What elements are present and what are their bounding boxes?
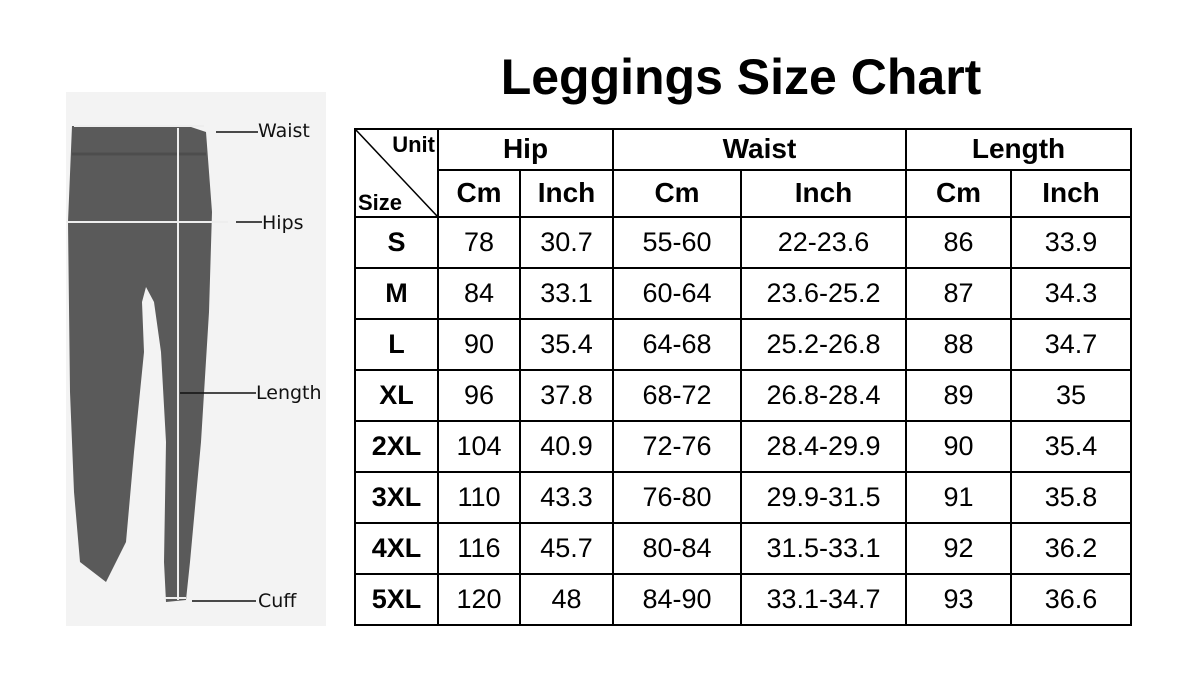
value-cell: 87 bbox=[905, 267, 1012, 320]
value-cell: 90 bbox=[437, 318, 521, 371]
unit-subheader: Cm bbox=[905, 168, 1012, 219]
value-cell: 28.4-29.9 bbox=[740, 420, 907, 473]
group-header-waist: Waist bbox=[612, 128, 907, 171]
table-row: S 78 30.7 55-60 22-23.6 86 33.9 bbox=[354, 216, 1132, 269]
waist-label: Waist bbox=[258, 120, 310, 142]
value-cell: 110 bbox=[437, 471, 521, 524]
value-cell: 68-72 bbox=[612, 369, 742, 422]
value-cell: 35.4 bbox=[519, 318, 614, 371]
group-header-length: Length bbox=[905, 128, 1132, 171]
value-cell: 45.7 bbox=[519, 522, 614, 575]
unit-subheader: Inch bbox=[519, 168, 614, 219]
value-cell: 33.1 bbox=[519, 267, 614, 320]
unit-subheader: Inch bbox=[1010, 168, 1132, 219]
value-cell: 86 bbox=[905, 216, 1012, 269]
value-cell: 89 bbox=[905, 369, 1012, 422]
corner-header-cell: Unit Size bbox=[354, 128, 439, 218]
value-cell: 93 bbox=[905, 573, 1012, 626]
value-cell: 48 bbox=[519, 573, 614, 626]
size-cell: XL bbox=[354, 369, 439, 422]
value-cell: 36.2 bbox=[1010, 522, 1132, 575]
value-cell: 96 bbox=[437, 369, 521, 422]
size-label: Size bbox=[358, 190, 403, 215]
value-cell: 80-84 bbox=[612, 522, 742, 575]
value-cell: 31.5-33.1 bbox=[740, 522, 907, 575]
value-cell: 36.6 bbox=[1010, 573, 1132, 626]
group-header-hip: Hip bbox=[437, 128, 614, 171]
leggings-illustration: Waist Hips Length Cuff bbox=[66, 92, 326, 626]
value-cell: 34.7 bbox=[1010, 318, 1132, 371]
value-cell: 33.9 bbox=[1010, 216, 1132, 269]
page-title: Leggings Size Chart bbox=[500, 49, 982, 105]
value-cell: 34.3 bbox=[1010, 267, 1132, 320]
table-row: 5XL 120 48 84-90 33.1-34.7 93 36.6 bbox=[354, 573, 1132, 626]
value-cell: 43.3 bbox=[519, 471, 614, 524]
value-cell: 90 bbox=[905, 420, 1012, 473]
value-cell: 29.9-31.5 bbox=[740, 471, 907, 524]
value-cell: 72-76 bbox=[612, 420, 742, 473]
size-cell: 5XL bbox=[354, 573, 439, 626]
value-cell: 88 bbox=[905, 318, 1012, 371]
size-cell: 3XL bbox=[354, 471, 439, 524]
value-cell: 76-80 bbox=[612, 471, 742, 524]
size-cell: M bbox=[354, 267, 439, 320]
cuff-label: Cuff bbox=[258, 590, 297, 612]
value-cell: 92 bbox=[905, 522, 1012, 575]
size-cell: S bbox=[354, 216, 439, 269]
size-table: Unit Size Hip Waist Length Cm Inch Cm Inch C… bbox=[354, 128, 1132, 626]
unit-label: Unit bbox=[392, 132, 435, 157]
value-cell: 35.4 bbox=[1010, 420, 1132, 473]
table-row: L 90 35.4 64-68 25.2-26.8 88 34.7 bbox=[354, 318, 1132, 371]
table-row: 2XL 104 40.9 72-76 28.4-29.9 90 35.4 bbox=[354, 420, 1132, 473]
length-label: Length bbox=[256, 382, 322, 404]
table-row: 4XL 116 45.7 80-84 31.5-33.1 92 36.2 bbox=[354, 522, 1132, 575]
value-cell: 116 bbox=[437, 522, 521, 575]
value-cell: 23.6-25.2 bbox=[740, 267, 907, 320]
value-cell: 25.2-26.8 bbox=[740, 318, 907, 371]
value-cell: 78 bbox=[437, 216, 521, 269]
value-cell: 64-68 bbox=[612, 318, 742, 371]
value-cell: 22-23.6 bbox=[740, 216, 907, 269]
value-cell: 91 bbox=[905, 471, 1012, 524]
value-cell: 60-64 bbox=[612, 267, 742, 320]
table-row: 3XL 110 43.3 76-80 29.9-31.5 91 35.8 bbox=[354, 471, 1132, 524]
value-cell: 30.7 bbox=[519, 216, 614, 269]
unit-subheader: Cm bbox=[437, 168, 521, 219]
value-cell: 104 bbox=[437, 420, 521, 473]
value-cell: 33.1-34.7 bbox=[740, 573, 907, 626]
size-cell: L bbox=[354, 318, 439, 371]
table-row: M 84 33.1 60-64 23.6-25.2 87 34.3 bbox=[354, 267, 1132, 320]
value-cell: 55-60 bbox=[612, 216, 742, 269]
value-cell: 37.8 bbox=[519, 369, 614, 422]
value-cell: 35.8 bbox=[1010, 471, 1132, 524]
size-cell: 4XL bbox=[354, 522, 439, 575]
size-cell: 2XL bbox=[354, 420, 439, 473]
value-cell: 120 bbox=[437, 573, 521, 626]
diagonal-divider-icon bbox=[356, 130, 437, 216]
value-cell: 26.8-28.4 bbox=[740, 369, 907, 422]
value-cell: 40.9 bbox=[519, 420, 614, 473]
leggings-figure-icon bbox=[66, 125, 262, 602]
value-cell: 84 bbox=[437, 267, 521, 320]
unit-subheader: Inch bbox=[740, 168, 907, 219]
unit-subheader: Cm bbox=[612, 168, 742, 219]
hips-label: Hips bbox=[262, 212, 304, 234]
table-row: XL 96 37.8 68-72 26.8-28.4 89 35 bbox=[354, 369, 1132, 422]
value-cell: 84-90 bbox=[612, 573, 742, 626]
value-cell: 35 bbox=[1010, 369, 1132, 422]
